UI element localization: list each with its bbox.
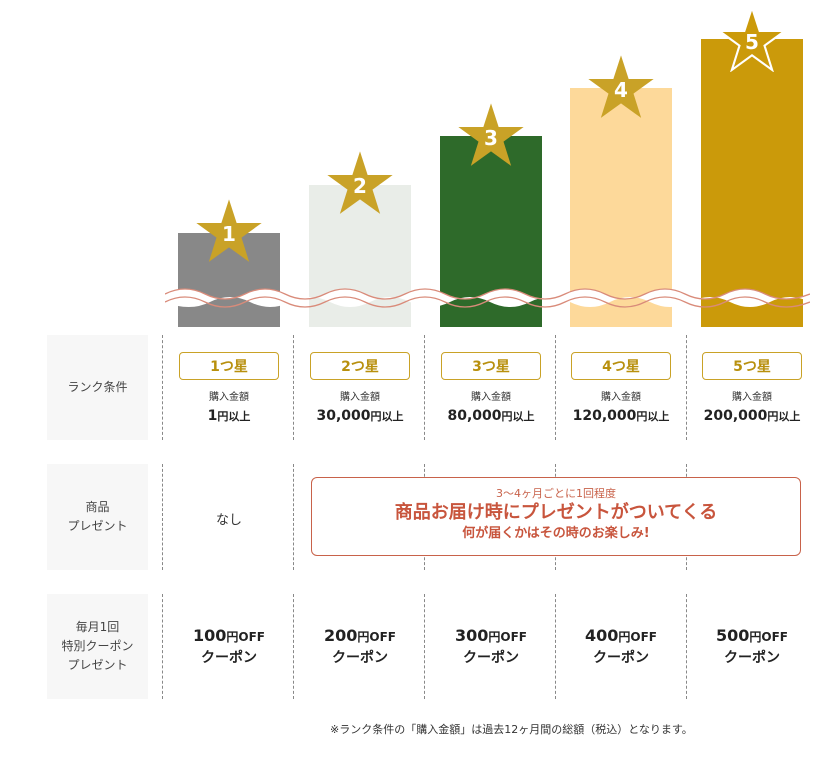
coupon-2: 200円OFF クーポン <box>295 625 425 668</box>
amount-value: 200,000 <box>703 408 768 424</box>
column-divider <box>686 594 687 699</box>
condition-amount: 80,000円以上 <box>426 405 556 428</box>
column-divider <box>424 594 425 699</box>
column-divider <box>293 464 294 570</box>
row-label-coupon: 毎月1回 特別クーポン プレゼント <box>47 594 148 699</box>
star-icon <box>196 199 262 262</box>
column-divider <box>555 594 556 699</box>
amount-value: 30,000 <box>316 408 371 424</box>
coupon-5: 500円OFF クーポン <box>687 625 817 668</box>
rank-condition-4: 購入金額 120,000円以上 <box>556 391 686 428</box>
amount-unit: 円以上 <box>217 410 251 423</box>
coupon-3: 300円OFF クーポン <box>426 625 556 668</box>
star-icon <box>458 103 524 166</box>
coupon-word: クーポン <box>201 650 257 666</box>
column-divider <box>162 594 163 699</box>
coupon-4: 400円OFF クーポン <box>556 625 686 668</box>
star-number: 3 <box>484 126 498 150</box>
rank-condition-2: 購入金額 30,000円以上 <box>295 391 425 428</box>
rank-star-4: 4 <box>586 54 656 120</box>
present-headline: 商品お届け時にプレゼントがついてくる <box>394 502 718 523</box>
star-icon <box>327 151 393 214</box>
coupon-value: 300 <box>454 626 489 645</box>
condition-label: 購入金額 <box>732 392 772 403</box>
coupon-value: 400 <box>584 626 619 645</box>
rank-star-5: 5 <box>717 6 787 72</box>
condition-label: 購入金額 <box>209 392 249 403</box>
star-icon <box>717 6 787 72</box>
coupon-value: 500 <box>715 626 750 645</box>
present-frequency: 3〜4ヶ月ごとに1回程度 <box>496 487 616 500</box>
coupon-value: 200 <box>323 626 358 645</box>
column-divider <box>555 335 556 440</box>
coupon-unit: 円OFF <box>357 630 396 644</box>
present-note: 何が届くかはその時のお楽しみ! <box>462 526 650 541</box>
column-divider <box>162 464 163 570</box>
column-divider <box>293 594 294 699</box>
present-box: 3〜4ヶ月ごとに1回程度 商品お届け時にプレゼントがついてくる 何が届くかはその… <box>311 477 801 556</box>
coupon-word: クーポン <box>463 650 519 666</box>
footnote: ※ランク条件の「購入金額」は過去12ヶ月間の総額（税込）となります。 <box>330 723 693 736</box>
coupon-1: 100円OFF クーポン <box>164 625 294 668</box>
star-number: 2 <box>353 174 367 198</box>
condition-amount: 1円以上 <box>164 405 294 428</box>
coupon-unit: 円OFF <box>488 630 527 644</box>
rank-star-1: 1 <box>194 198 264 264</box>
rank-condition-5: 購入金額 200,000円以上 <box>687 391 817 428</box>
coupon-unit: 円OFF <box>618 630 657 644</box>
coupon-amount: 500円OFF <box>687 625 817 648</box>
amount-value: 120,000 <box>572 408 637 424</box>
amount-unit: 円以上 <box>636 410 670 423</box>
coupon-amount: 100円OFF <box>164 625 294 648</box>
amount-value: 1 <box>207 408 218 424</box>
rank-bar-4 <box>570 88 672 327</box>
wave-break-line <box>165 288 810 308</box>
coupon-amount: 200円OFF <box>295 625 425 648</box>
column-divider <box>293 335 294 440</box>
condition-amount: 30,000円以上 <box>295 405 425 428</box>
column-divider <box>162 335 163 440</box>
row-label-condition: ランク条件 <box>47 335 148 440</box>
condition-label: 購入金額 <box>471 392 511 403</box>
rank-bar-1 <box>178 233 280 327</box>
star-number: 4 <box>614 78 628 102</box>
rank-badge-1: 1つ星 <box>179 352 279 380</box>
condition-label: 購入金額 <box>340 392 380 403</box>
column-divider <box>686 335 687 440</box>
amount-unit: 円以上 <box>501 410 535 423</box>
row-label-present: 商品 プレゼント <box>47 464 148 570</box>
amount-value: 80,000 <box>447 408 502 424</box>
coupon-amount: 400円OFF <box>556 625 686 648</box>
column-divider <box>424 335 425 440</box>
condition-amount: 200,000円以上 <box>687 405 817 428</box>
rank-condition-3: 購入金額 80,000円以上 <box>426 391 556 428</box>
star-icon <box>588 55 654 118</box>
rank-badge-3: 3つ星 <box>441 352 541 380</box>
rank-condition-1: 購入金額 1円以上 <box>164 391 294 428</box>
star-number: 5 <box>745 30 759 54</box>
amount-unit: 円以上 <box>370 410 404 423</box>
condition-amount: 120,000円以上 <box>556 405 686 428</box>
coupon-word: クーポン <box>724 650 780 666</box>
rank-star-2: 2 <box>325 150 395 216</box>
star-number: 1 <box>222 222 236 246</box>
coupon-value: 100 <box>192 626 227 645</box>
coupon-amount: 300円OFF <box>426 625 556 648</box>
rank-star-3: 3 <box>456 102 526 168</box>
present-none: なし <box>215 513 242 528</box>
coupon-word: クーポン <box>593 650 649 666</box>
rank-badge-4: 4つ星 <box>571 352 671 380</box>
coupon-word: クーポン <box>332 650 388 666</box>
condition-label: 購入金額 <box>601 392 641 403</box>
rank-badge-5: 5つ星 <box>702 352 802 380</box>
coupon-unit: 円OFF <box>749 630 788 644</box>
amount-unit: 円以上 <box>767 410 801 423</box>
coupon-unit: 円OFF <box>226 630 265 644</box>
rank-bar-5 <box>701 39 803 327</box>
rank-badge-2: 2つ星 <box>310 352 410 380</box>
